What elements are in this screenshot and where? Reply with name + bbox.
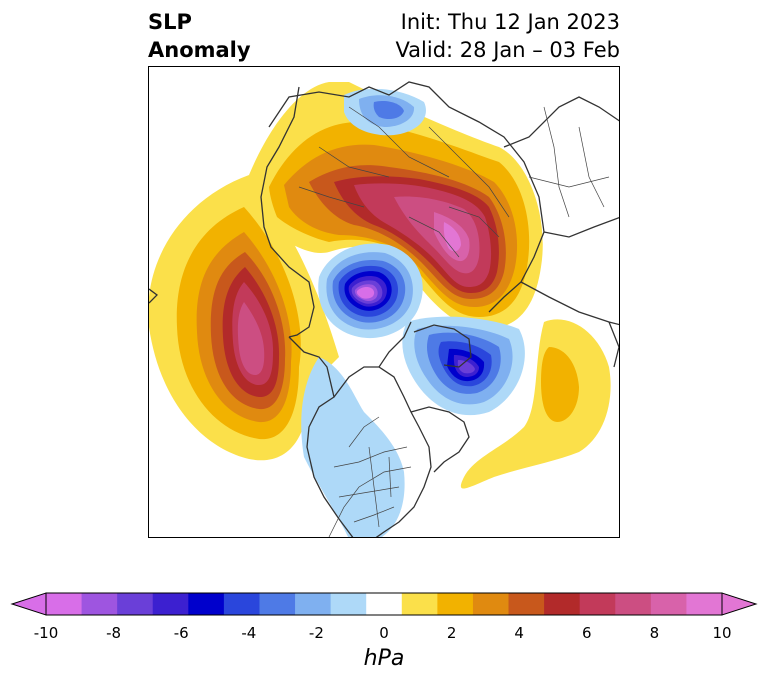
colorbar-segment <box>437 593 474 615</box>
atlantic-high-anomaly <box>460 319 611 489</box>
colorbar-segment <box>686 593 723 615</box>
init-date: Init: Thu 12 Jan 2023 <box>400 10 620 34</box>
greenland-low-anomaly <box>402 316 525 416</box>
colorbar-segment <box>152 593 189 615</box>
colorbar-segment <box>295 593 332 615</box>
colorbar-segment <box>259 593 296 615</box>
colorbar-segment <box>508 593 545 615</box>
valid-dates: Valid: 28 Jan – 03 Feb <box>395 38 620 62</box>
colorbar-segment <box>366 593 403 615</box>
colorbar-tick-label: -2 <box>308 624 324 642</box>
arctic-low-anomaly <box>318 243 423 339</box>
colorbar-extend-min <box>10 592 47 616</box>
title-line-2: Anomaly <box>148 38 251 62</box>
anomaly-map <box>149 81 619 537</box>
chart-title: SLP Anomaly <box>148 8 251 64</box>
north-america-low-anomaly <box>301 357 405 537</box>
colorbar-tick-label: 0 <box>379 624 389 642</box>
siberian-high-anomaly <box>249 82 543 329</box>
pacific-high-anomaly <box>149 175 339 461</box>
svalbard-low-anomaly <box>344 88 426 136</box>
colorbar-tick-label: 8 <box>649 624 660 642</box>
colorbar-segments <box>10 592 758 616</box>
colorbar-outline <box>45 592 723 616</box>
colorbar-segment <box>223 593 260 615</box>
colorbar-extend-max <box>721 592 758 616</box>
colorbar-segment <box>401 593 438 615</box>
colorbar-segment <box>544 593 581 615</box>
country-borders <box>298 106 610 537</box>
colorbar-tick-label: -6 <box>173 624 189 642</box>
title-line-1: SLP <box>148 10 192 34</box>
colorbar-tick-label: 10 <box>712 624 732 642</box>
colorbar-segment <box>579 593 616 615</box>
colorbar-segment <box>188 593 225 615</box>
colorbar-segment <box>650 593 687 615</box>
colorbar-tick-label: 6 <box>582 624 592 642</box>
forecast-dates: Init: Thu 12 Jan 2023 Valid: 28 Jan – 03… <box>395 8 620 64</box>
colorbar-segment <box>46 593 83 615</box>
colorbar-segment <box>472 593 510 615</box>
colorbar-segment <box>81 593 118 615</box>
colorbar-tick-label: 2 <box>446 624 457 642</box>
map-panel <box>148 66 620 538</box>
colorbar <box>10 592 758 616</box>
colorbar-unit-label: hPa <box>363 646 405 671</box>
colorbar-segment <box>615 593 652 615</box>
colorbar-tick-label: -10 <box>33 624 59 642</box>
colorbar-segment <box>117 593 154 615</box>
colorbar-tick-label: -4 <box>241 624 257 642</box>
colorbar-tick-label: 4 <box>514 624 524 642</box>
colorbar-segment <box>330 593 367 615</box>
colorbar-tick-label: -8 <box>106 624 122 642</box>
coastlines <box>149 81 619 537</box>
